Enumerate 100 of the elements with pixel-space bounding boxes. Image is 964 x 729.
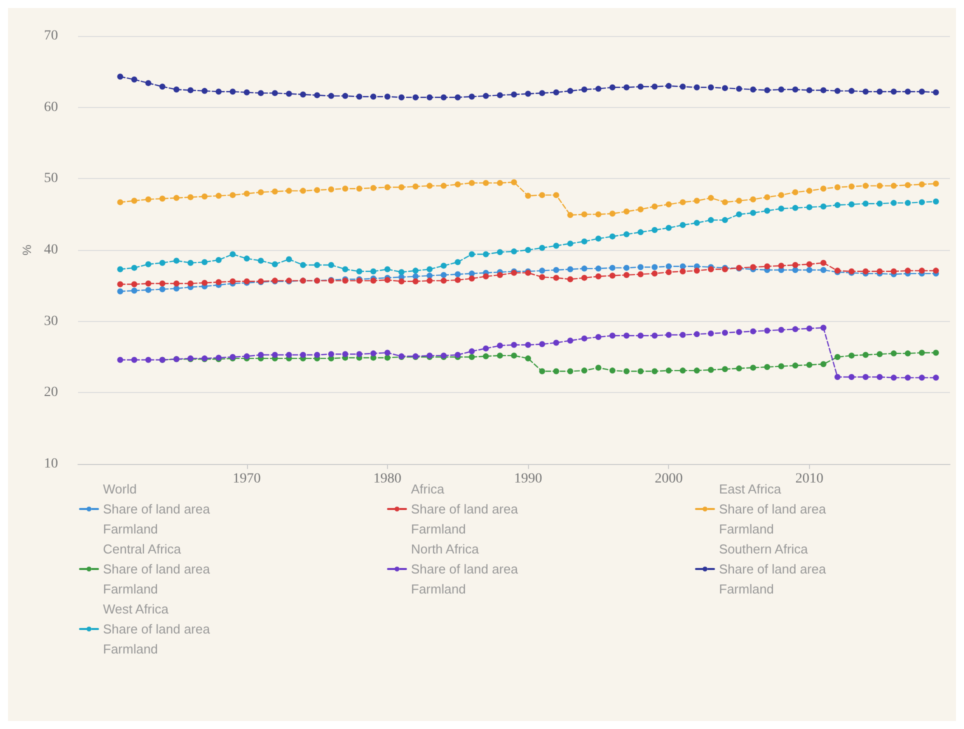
point <box>173 258 180 264</box>
point <box>328 351 334 358</box>
point <box>468 276 475 282</box>
point <box>454 271 461 278</box>
point <box>272 261 278 268</box>
point <box>792 204 798 211</box>
point <box>272 90 278 96</box>
point <box>680 368 686 374</box>
point <box>609 368 616 374</box>
point <box>159 260 166 266</box>
point <box>792 326 798 332</box>
point <box>694 368 700 374</box>
point <box>159 196 166 202</box>
point <box>764 364 770 370</box>
point <box>820 203 826 210</box>
point <box>216 192 222 199</box>
legend-label: West Africa Share of land area Farmland <box>103 602 211 656</box>
point <box>932 89 939 96</box>
point <box>286 256 292 262</box>
point <box>736 365 742 372</box>
point <box>890 182 897 189</box>
point <box>736 198 742 204</box>
point <box>145 286 152 293</box>
point <box>525 90 532 97</box>
point <box>314 262 320 268</box>
point <box>595 86 602 92</box>
point <box>426 266 433 272</box>
point <box>778 86 784 92</box>
point <box>300 91 306 98</box>
point <box>581 86 588 92</box>
y-tick-label: 50 <box>44 171 58 186</box>
y-tick-label: 60 <box>44 100 58 115</box>
point <box>145 280 152 287</box>
point <box>131 281 138 288</box>
point <box>539 192 546 198</box>
point <box>525 247 532 253</box>
point <box>117 199 124 206</box>
point <box>553 274 560 281</box>
point <box>188 260 194 266</box>
point <box>932 198 939 204</box>
point <box>468 348 475 354</box>
y-tick-label: 20 <box>44 385 58 400</box>
point <box>440 278 447 284</box>
point <box>778 262 784 269</box>
point <box>609 264 616 271</box>
point <box>398 269 404 276</box>
point <box>496 92 503 98</box>
point <box>792 86 798 92</box>
point <box>117 281 124 288</box>
point <box>806 362 812 368</box>
point <box>694 268 700 274</box>
point <box>244 256 250 262</box>
point <box>525 355 532 362</box>
point <box>384 266 390 272</box>
point <box>736 329 742 336</box>
point <box>806 266 812 273</box>
point <box>454 94 461 100</box>
point <box>876 200 883 207</box>
point <box>848 88 855 94</box>
point <box>652 270 658 277</box>
y-tick-label: 10 <box>44 456 58 472</box>
point <box>638 206 644 212</box>
point <box>230 192 236 198</box>
point <box>300 188 306 194</box>
point <box>624 332 630 339</box>
point <box>286 352 292 358</box>
point <box>342 266 348 272</box>
point <box>764 263 770 270</box>
point <box>652 84 658 90</box>
point <box>370 184 376 191</box>
point <box>806 261 812 268</box>
point <box>412 184 419 190</box>
point <box>496 342 503 349</box>
point <box>454 259 461 266</box>
point <box>904 374 911 381</box>
point <box>173 280 180 287</box>
point <box>482 353 489 360</box>
point <box>862 88 869 95</box>
point <box>398 94 404 100</box>
point <box>862 200 869 207</box>
point <box>806 204 812 210</box>
point <box>890 268 897 274</box>
point <box>792 262 798 268</box>
point <box>202 280 208 286</box>
point <box>145 356 152 363</box>
point <box>750 364 756 371</box>
point <box>918 199 925 206</box>
point <box>876 88 883 95</box>
point <box>258 189 264 196</box>
point <box>750 86 756 92</box>
legend-label: Central Africa Share of land area Farmland <box>103 542 211 596</box>
point <box>609 332 616 339</box>
point <box>876 268 883 274</box>
point <box>876 374 883 380</box>
point <box>553 192 560 198</box>
point <box>272 188 278 195</box>
point <box>173 194 180 201</box>
point <box>778 326 784 333</box>
point <box>131 356 138 363</box>
point <box>300 352 306 358</box>
